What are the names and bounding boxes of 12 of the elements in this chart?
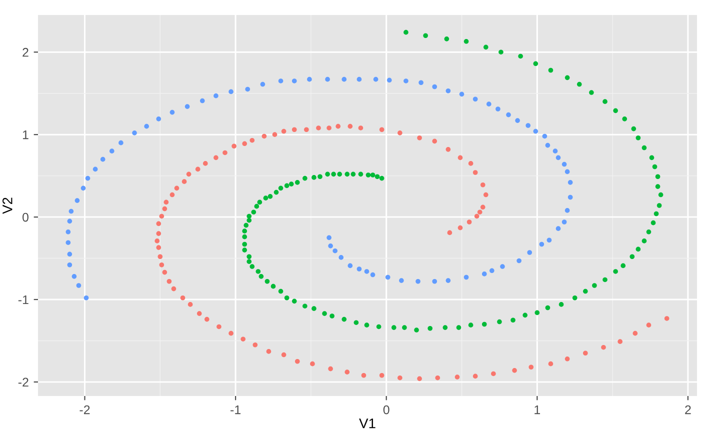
x-tick-label: 0: [383, 405, 390, 414]
x-tick-label: 2: [685, 405, 691, 414]
x-axis-title: V1: [359, 418, 376, 428]
x-tick-label: -2: [80, 405, 90, 414]
y-tick-label: 0: [22, 212, 28, 222]
y-tick-label: 1: [22, 130, 28, 140]
x-tick-label: 1: [534, 405, 540, 414]
y-tick-label: -1: [18, 295, 28, 304]
x-tick-label: -1: [230, 405, 240, 414]
y-axis-title: V2: [2, 198, 12, 214]
y-tick-label: -2: [18, 378, 28, 387]
y-tick-label: 2: [22, 48, 28, 57]
